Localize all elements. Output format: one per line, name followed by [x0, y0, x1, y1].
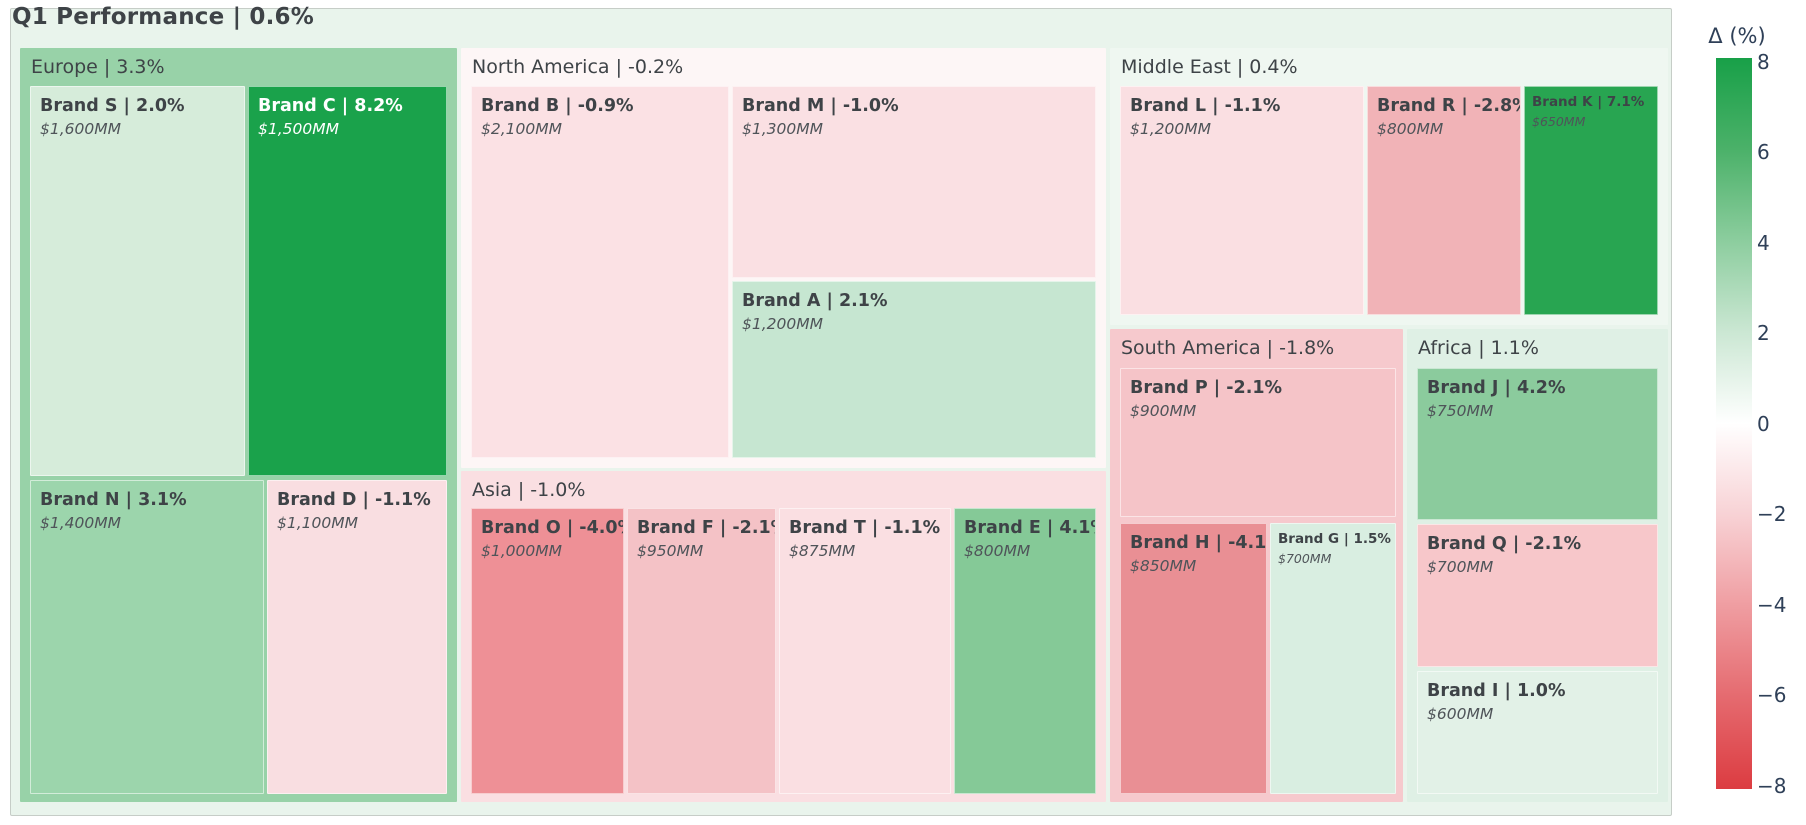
tile-brand-k-value: $650MM	[1532, 114, 1586, 129]
colorbar-tick-2: 2	[1757, 321, 1770, 345]
chart-title: Q1 Performance | 0.6%	[12, 4, 315, 30]
tile-brand-b[interactable]: Brand B | -0.9% $2,100MM	[471, 86, 729, 458]
tile-brand-q[interactable]: Brand Q | -2.1% $700MM	[1417, 524, 1658, 667]
tile-brand-m-label: Brand M | -1.0%	[742, 96, 899, 116]
tile-brand-l[interactable]: Brand L | -1.1% $1,200MM	[1120, 86, 1364, 315]
region-asia: Asia | -1.0% Brand O | -4.0% $1,000MM Br…	[461, 471, 1106, 802]
tile-brand-l-label: Brand L | -1.1%	[1130, 96, 1281, 116]
tile-brand-q-label: Brand Q | -2.1%	[1427, 534, 1582, 554]
tile-brand-n[interactable]: Brand N | 3.1% $1,400MM	[30, 480, 264, 794]
colorbar-tick-neg2: −2	[1757, 502, 1787, 526]
tile-brand-o[interactable]: Brand O | -4.0% $1,000MM	[471, 508, 624, 794]
tile-brand-b-value: $2,100MM	[481, 120, 562, 138]
tile-brand-s-value: $1,600MM	[40, 120, 121, 138]
tile-brand-d[interactable]: Brand D | -1.1% $1,100MM	[267, 480, 447, 794]
tile-brand-h-label: Brand H | -4.1%	[1130, 533, 1267, 553]
region-europe-label[interactable]: Europe | 3.3%	[31, 56, 165, 78]
tile-brand-a-label: Brand A | 2.1%	[742, 291, 888, 311]
region-south-america: South America | -1.8% Brand P | -2.1% $9…	[1110, 329, 1403, 802]
tile-brand-p-label: Brand P | -2.1%	[1130, 378, 1283, 398]
tile-brand-m[interactable]: Brand M | -1.0% $1,300MM	[732, 86, 1096, 278]
tile-brand-e-label: Brand E | 4.1%	[964, 518, 1096, 538]
tile-brand-f-label: Brand F | -2.1%	[637, 518, 776, 538]
colorbar-tick-0: 0	[1757, 412, 1770, 436]
tile-brand-a-value: $1,200MM	[742, 315, 823, 333]
tile-brand-b-label: Brand B | -0.9%	[481, 96, 634, 116]
tile-brand-l-value: $1,200MM	[1130, 120, 1211, 138]
tile-brand-r-label: Brand R | -2.8%	[1377, 96, 1521, 116]
tile-brand-i-value: $600MM	[1427, 705, 1494, 723]
tile-brand-d-value: $1,100MM	[277, 514, 358, 532]
tile-brand-r-value: $800MM	[1377, 120, 1444, 138]
tile-brand-t-label: Brand T | -1.1%	[789, 518, 941, 538]
region-middle-east: Middle East | 0.4% Brand L | -1.1% $1,20…	[1110, 48, 1668, 325]
tile-brand-e[interactable]: Brand E | 4.1% $800MM	[954, 508, 1096, 794]
region-north-america-label[interactable]: North America | -0.2%	[472, 56, 684, 78]
region-europe: Europe | 3.3% Brand S | 2.0% $1,600MM Br…	[20, 48, 457, 802]
tile-brand-c-value: $1,500MM	[258, 120, 339, 138]
region-africa: Africa | 1.1% Brand J | 4.2% $750MM Bran…	[1407, 329, 1668, 802]
tile-brand-g[interactable]: Brand G | 1.5% $700MM	[1270, 523, 1396, 794]
colorbar-tick-neg6: −6	[1757, 683, 1787, 707]
region-north-america: North America | -0.2% Brand B | -0.9% $2…	[461, 48, 1106, 468]
colorbar-tick-6: 6	[1757, 140, 1770, 164]
region-asia-label[interactable]: Asia | -1.0%	[472, 479, 586, 501]
tile-brand-o-value: $1,000MM	[481, 542, 562, 560]
tile-brand-c[interactable]: Brand C | 8.2% $1,500MM	[248, 86, 447, 476]
tile-brand-n-value: $1,400MM	[40, 514, 121, 532]
region-south-america-label[interactable]: South America | -1.8%	[1121, 337, 1335, 359]
tile-brand-k-label: Brand K | 7.1%	[1532, 94, 1645, 110]
tile-brand-e-value: $800MM	[964, 542, 1031, 560]
tile-brand-t[interactable]: Brand T | -1.1% $875MM	[779, 508, 951, 794]
tile-brand-s-label: Brand S | 2.0%	[40, 96, 185, 116]
tile-brand-q-value: $700MM	[1427, 558, 1494, 576]
colorbar-tick-4: 4	[1757, 231, 1770, 255]
tile-brand-n-label: Brand N | 3.1%	[40, 490, 187, 510]
colorbar-tick-neg4: −4	[1757, 593, 1787, 617]
tile-brand-p[interactable]: Brand P | -2.1% $900MM	[1120, 368, 1396, 517]
tile-brand-c-label: Brand C | 8.2%	[258, 96, 403, 116]
colorbar-tick-8: 8	[1757, 50, 1770, 74]
tile-brand-j-label: Brand J | 4.2%	[1427, 378, 1566, 398]
tile-brand-d-label: Brand D | -1.1%	[277, 490, 431, 510]
tile-brand-j-value: $750MM	[1427, 402, 1494, 420]
tile-brand-p-value: $900MM	[1130, 402, 1197, 420]
tile-brand-f[interactable]: Brand F | -2.1% $950MM	[627, 508, 776, 794]
region-middle-east-label[interactable]: Middle East | 0.4%	[1121, 56, 1298, 78]
region-africa-label[interactable]: Africa | 1.1%	[1418, 337, 1539, 359]
tile-brand-g-label: Brand G | 1.5%	[1278, 531, 1391, 547]
tile-brand-j[interactable]: Brand J | 4.2% $750MM	[1417, 368, 1658, 520]
tile-brand-r[interactable]: Brand R | -2.8% $800MM	[1367, 86, 1521, 315]
tile-brand-i-label: Brand I | 1.0%	[1427, 681, 1566, 701]
tile-brand-s[interactable]: Brand S | 2.0% $1,600MM	[30, 86, 245, 476]
colorbar-gradient	[1716, 58, 1752, 789]
tile-brand-i[interactable]: Brand I | 1.0% $600MM	[1417, 671, 1658, 794]
tile-brand-h[interactable]: Brand H | -4.1% $850MM	[1120, 523, 1267, 794]
tile-brand-k[interactable]: Brand K | 7.1% $650MM	[1524, 86, 1658, 315]
tile-brand-g-value: $700MM	[1278, 551, 1332, 566]
tile-brand-t-value: $875MM	[789, 542, 856, 560]
tile-brand-a[interactable]: Brand A | 2.1% $1,200MM	[732, 281, 1096, 458]
tile-brand-h-value: $850MM	[1130, 557, 1197, 575]
tile-brand-o-label: Brand O | -4.0%	[481, 518, 624, 538]
colorbar-title: Δ (%)	[1708, 24, 1766, 48]
colorbar-tick-neg8: −8	[1757, 774, 1787, 798]
tile-brand-m-value: $1,300MM	[742, 120, 823, 138]
tile-brand-f-value: $950MM	[637, 542, 704, 560]
